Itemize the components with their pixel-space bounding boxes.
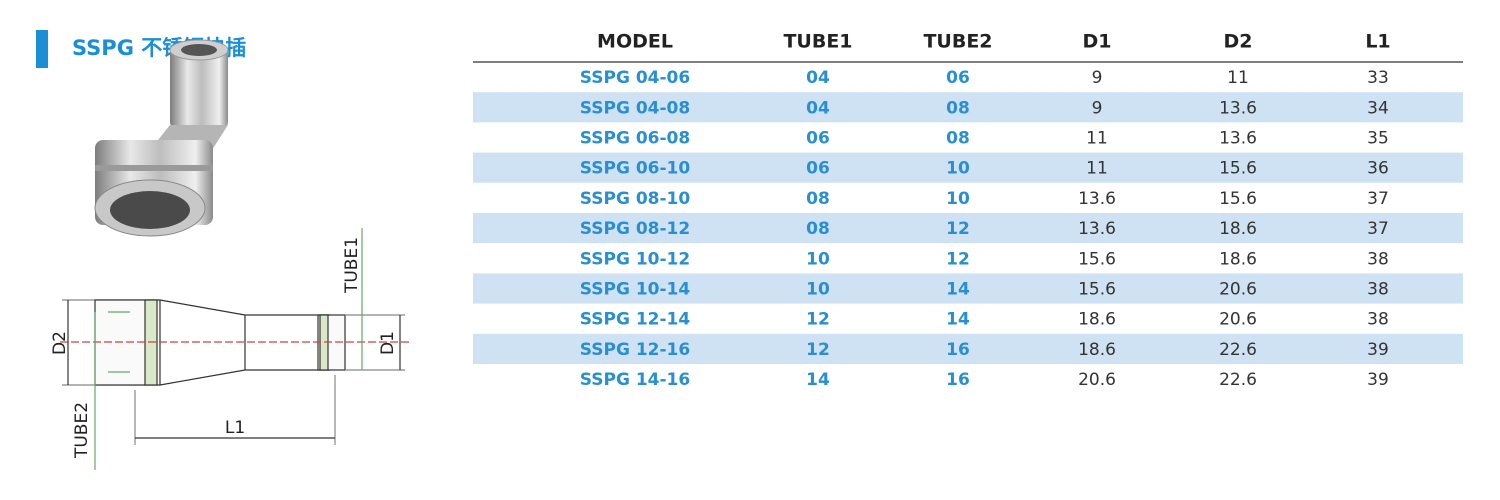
- cell: 39: [1367, 370, 1389, 390]
- cell: 22.6: [1219, 340, 1257, 360]
- cell: 11: [1227, 68, 1249, 88]
- column-header: TUBE2: [923, 31, 992, 53]
- cell: 10: [946, 189, 970, 209]
- cell: 08: [946, 98, 970, 118]
- cell: 13.6: [1078, 189, 1116, 209]
- cell: SSPG 10-12: [580, 249, 690, 269]
- cell: 15.6: [1219, 159, 1257, 179]
- cell: 13.6: [1078, 219, 1116, 239]
- cell: 08: [806, 219, 830, 239]
- cell: 16: [946, 370, 970, 390]
- cell: SSPG 12-14: [580, 310, 691, 330]
- cell: 11: [1086, 159, 1108, 179]
- cell: 14: [806, 370, 830, 390]
- cell: 9: [1092, 68, 1103, 88]
- product-photo: [94, 39, 229, 237]
- cell: 06: [946, 68, 970, 88]
- cell: 39: [1367, 340, 1389, 360]
- cell: 38: [1367, 310, 1389, 330]
- cell: SSPG 06-08: [580, 129, 690, 149]
- cell: 12: [946, 249, 970, 269]
- cell: 18.6: [1219, 219, 1257, 239]
- cell: 10: [806, 280, 830, 300]
- cell: 10: [946, 159, 970, 179]
- column-header: L1: [1365, 31, 1390, 53]
- d2-label: D2: [50, 331, 70, 355]
- column-header: D2: [1224, 31, 1253, 53]
- cell: 36: [1367, 159, 1389, 179]
- cell: 13.6: [1219, 98, 1257, 118]
- cell: 04: [806, 68, 830, 88]
- cell: 18.6: [1219, 249, 1257, 269]
- row-stripe: [473, 92, 1463, 123]
- row-stripe: [473, 213, 1463, 244]
- cell: 14: [946, 280, 970, 300]
- cell: SSPG 10-14: [580, 280, 691, 300]
- technical-drawing: [60, 228, 410, 470]
- row-stripe: [473, 333, 1463, 364]
- cell: 11: [1086, 129, 1108, 149]
- tube2-label: TUBE2: [72, 402, 92, 459]
- cell: 15.6: [1078, 280, 1116, 300]
- cell: SSPG 08-10: [580, 189, 691, 209]
- cell: 18.6: [1078, 310, 1116, 330]
- cell: 18.6: [1078, 340, 1116, 360]
- cell: 14: [946, 310, 970, 330]
- cell: 9: [1092, 98, 1103, 118]
- row-stripe: [473, 152, 1463, 183]
- cell: 06: [806, 129, 830, 149]
- cell: SSPG 08-12: [580, 219, 690, 239]
- cell: 34: [1367, 98, 1389, 118]
- cell: 20.6: [1219, 310, 1257, 330]
- cell: SSPG 12-16: [580, 340, 690, 360]
- title-bar: [36, 30, 48, 68]
- column-header: D1: [1083, 31, 1112, 53]
- row-stripe: [473, 273, 1463, 304]
- cell: 13.6: [1219, 129, 1257, 149]
- spec-table: MODEL TUBE1 TUBE2 D1 D2 L1 SSPG 04-06 04 06 9 11 33…: [473, 31, 1463, 390]
- cell: SSPG 04-06: [580, 68, 690, 88]
- cell: 33: [1367, 68, 1389, 88]
- column-header: TUBE1: [783, 31, 852, 53]
- column-header: MODEL: [597, 31, 673, 53]
- tube1-label: TUBE1: [342, 237, 362, 294]
- cell: 16: [946, 340, 970, 360]
- cell: 38: [1367, 280, 1389, 300]
- cell: 08: [946, 129, 970, 149]
- cell: SSPG 04-08: [580, 98, 690, 118]
- cell: 12: [806, 340, 830, 360]
- cell: 12: [806, 310, 830, 330]
- cell: 15.6: [1078, 249, 1116, 269]
- cell: 08: [806, 189, 830, 209]
- cell: 22.6: [1219, 370, 1257, 390]
- cell: 20.6: [1219, 280, 1257, 300]
- d1-label: D1: [378, 331, 398, 355]
- l1-label: L1: [225, 418, 245, 438]
- cell: 04: [806, 98, 830, 118]
- cell: 15.6: [1219, 189, 1257, 209]
- cell: 20.6: [1078, 370, 1116, 390]
- cell: SSPG 06-10: [580, 159, 691, 179]
- cell: 06: [806, 159, 830, 179]
- cell: 38: [1367, 249, 1389, 269]
- cell: 10: [806, 249, 830, 269]
- cell: 12: [946, 219, 970, 239]
- cell: 37: [1367, 189, 1389, 209]
- cell: SSPG 14-16: [580, 370, 690, 390]
- cell: 35: [1367, 129, 1389, 149]
- cell: 37: [1367, 219, 1389, 239]
